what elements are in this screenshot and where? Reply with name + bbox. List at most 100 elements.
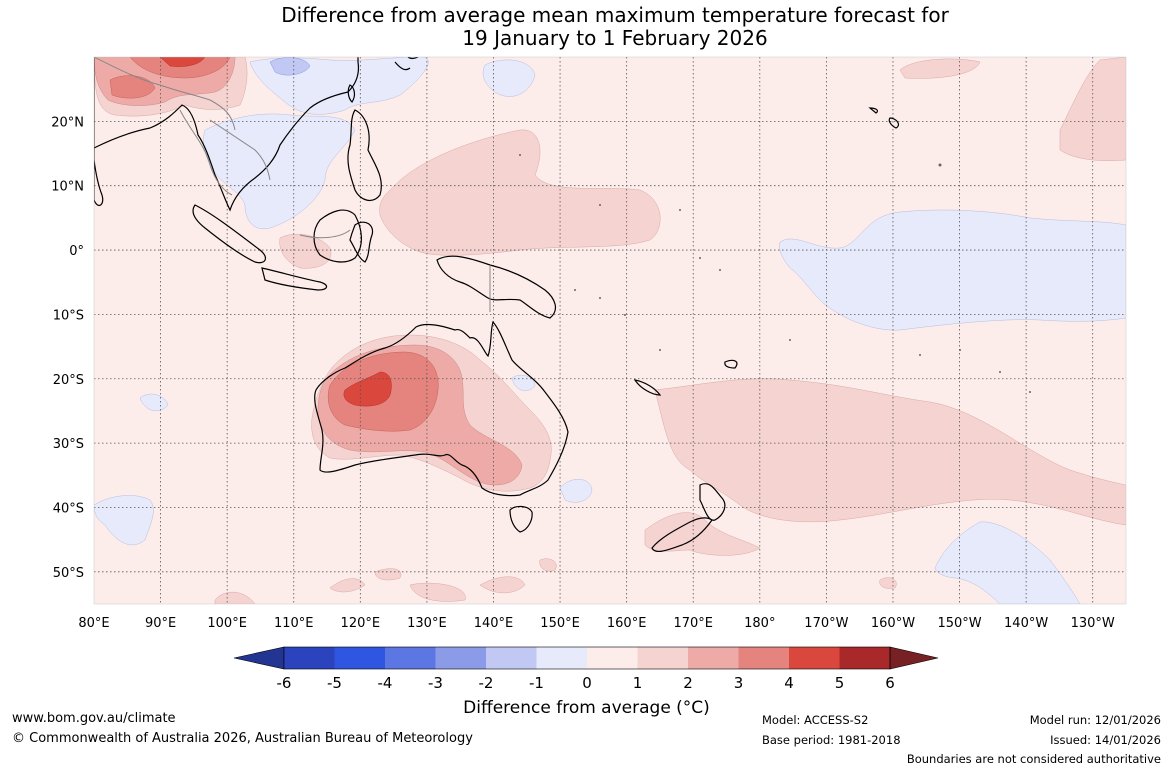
colorbar-segment [486,647,537,669]
anomaly-neg-south-china-sea [203,113,356,230]
colorbar-segment [334,647,386,669]
country-borders [94,57,491,312]
model-run-date: Model run: 12/01/2026 [1029,713,1161,727]
longitude-label: 120°E [341,616,381,631]
colorbar-tick-label: -2 [479,674,494,692]
colorbar-segment [637,647,689,669]
longitude-label: 90°E [145,616,176,631]
boundary-disclaimer: Boundaries are not considered authoritat… [906,752,1161,766]
anomaly-neg-indian-ocean [94,59,536,546]
anomaly-neg-central-pacific [779,209,1126,331]
colorbar-tick-label: -3 [428,674,443,692]
gridlines [94,57,1126,604]
latitude-label: 10°N [51,180,84,195]
latitude-label: 50°S [53,566,84,581]
latitude-label: 20°N [51,115,84,130]
website-url[interactable]: www.bom.gov.au/climate [12,711,176,726]
colorbar-tick-label: 6 [885,674,895,692]
latitude-label: 40°S [53,501,84,516]
longitude-label: 180° [744,616,775,631]
coastline-new-zealand [651,483,726,553]
longitude-label: 170°W [804,616,848,631]
longitude-label: 150°E [540,616,580,631]
colorbar-tick-label: -6 [277,674,292,692]
copyright-text: © Commonwealth of Australia 2026, Austra… [12,731,473,746]
longitude-label: 140°E [474,616,514,631]
anomaly-neg-2-east-china [269,57,311,76]
colorbar-segment [688,647,739,669]
longitude-label: 170°E [673,616,713,631]
coastline-sulawesi [349,221,374,263]
longitude-label: 140°W [1004,616,1048,631]
latitude-label: 0° [69,244,84,259]
longitude-label: 130°E [407,616,447,631]
coastline-tasmania [509,505,533,533]
colorbar-tick-label: 2 [683,674,693,692]
longitude-label: 80°E [78,616,109,631]
longitude-label: 160°W [871,616,915,631]
colorbar-tick-label: 1 [633,674,643,692]
colorbar: -6 -5 -4 -3 -2 -1 0 1 2 3 4 5 6 [233,646,939,692]
model-name: Model: ACCESS-S2 [762,713,869,727]
anomaly-1-2-north-pacific [899,58,981,79]
title-line-2: 19 January to 1 February 2026 [462,26,768,50]
coastline-taiwan [347,84,356,103]
coastline-new-guinea [436,255,557,319]
anomaly-4-5-australia [343,371,392,407]
colorbar-segment [536,647,588,669]
coastline-india [94,57,104,207]
colorbar-arrow-min [233,646,285,670]
anomaly-1-2-tasman [654,378,1126,526]
coastline-philippines [347,109,382,202]
pacific-islands [519,154,1031,393]
colorbar-arrow-max [889,646,939,670]
anomaly-1-2-southern-ocean [214,558,897,604]
colorbar-tick-label: 3 [734,674,744,692]
colorbar-title: Difference from average (°C) [463,698,710,718]
latitude-labels: 20°N 10°N 0° 10°S 20°S 30°S 40°S 50°S [51,115,84,580]
anomaly-1-2-ne-pacific [1059,57,1126,161]
longitude-label: 100°E [207,616,247,631]
coastline-sumatra [192,204,267,264]
coastline-borneo [313,209,362,263]
map-frame [93,56,1127,605]
longitude-label: 130°W [1071,616,1115,631]
longitude-label: 160°E [607,616,647,631]
anomaly-neg-tasman-east-aus [511,375,593,503]
colorbar-tick-label: 5 [835,674,845,692]
colorbar-tick-label: -1 [529,674,544,692]
anomaly-1-2-indochina [279,233,332,269]
title-line-1: Difference from average mean maximum tem… [281,3,949,27]
issued-date: Issued: 14/01/2026 [1050,733,1161,747]
longitude-label: 150°W [937,616,981,631]
colorbar-tick-label: 4 [784,674,794,692]
latitude-label: 20°S [53,373,84,388]
base-period: Base period: 1981-2018 [762,733,901,747]
latitude-label: 30°S [53,437,84,452]
anomaly-1-2-west-pacific [379,129,661,256]
colorbar-segment [284,647,335,669]
colorbar-segment [385,647,436,669]
colorbar-tick-label: -4 [378,674,393,692]
coastline-australia [314,320,569,497]
coastline-asia-mainland [94,57,360,212]
colorbar-tick-label: 0 [582,674,592,692]
coastline-fiji [633,359,738,396]
colorbar-segment [435,647,487,669]
longitude-label: 110°E [274,616,314,631]
anomaly-3-4-south-asia [109,57,231,99]
chart-title: Difference from average mean maximum tem… [0,4,1173,50]
coastline-hawaii [868,107,900,129]
colorbar-segment [839,647,891,669]
coastline-japan-south [394,57,419,71]
longitude-labels: 80°E 90°E 100°E 110°E 120°E 130°E 140°E 150°E 16… [78,616,1115,631]
anomaly-1-2-new-zealand [644,512,761,556]
colorbar-segment [789,647,840,669]
colorbar-segment [738,647,790,669]
anomaly-neg-southern-pacific [934,521,1081,604]
colorbar-frame [283,646,891,670]
latitude-label: 10°S [53,308,84,323]
colorbar-tick-label: -5 [327,674,342,692]
colorbar-segment [587,647,638,669]
